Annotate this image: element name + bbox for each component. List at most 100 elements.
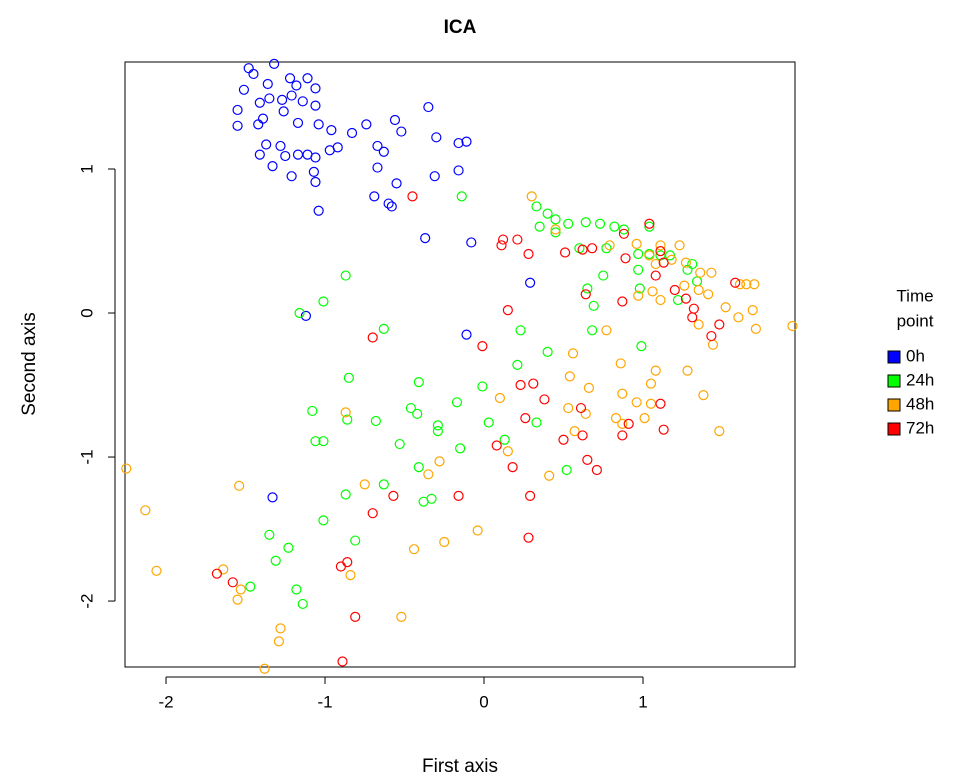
point [687,312,698,323]
point [121,463,132,474]
point [405,402,416,414]
point [439,536,450,548]
point [491,440,502,451]
point [270,555,281,566]
point [618,228,630,239]
point [563,402,574,414]
point [644,218,655,229]
point [367,332,378,343]
point [211,568,222,579]
point [253,119,264,130]
point [269,58,280,69]
point [617,418,628,430]
point [284,73,296,84]
y-tick-label: -1 [77,449,96,464]
point [332,142,343,153]
point [617,296,628,307]
point [378,323,389,334]
point [278,106,289,117]
point [631,238,642,249]
point [291,584,302,595]
point [567,348,579,359]
point [370,415,381,427]
point [544,470,555,481]
point [340,407,351,418]
point [598,270,609,281]
point [455,443,466,454]
legend-swatch [887,422,901,436]
point [664,250,676,261]
point [361,119,372,130]
point [550,227,561,238]
point [655,245,666,257]
point [587,325,598,336]
point [407,191,418,202]
point [587,243,598,254]
point [378,146,389,157]
point [749,279,760,290]
legend-label: 48h [906,394,934,413]
point [564,371,575,382]
point [741,279,752,290]
point [386,201,397,212]
point [698,390,709,401]
point [633,264,644,275]
point [453,137,464,149]
point [429,171,440,182]
point [418,496,429,507]
point [706,267,717,278]
point [318,436,329,447]
y-tick-label: -2 [77,593,96,608]
y-tick-label: 0 [77,308,96,317]
point [515,379,526,391]
point [644,221,655,232]
point [243,63,254,74]
point [310,176,321,188]
point [496,240,507,251]
point [286,90,297,101]
point [523,532,534,543]
point [310,100,321,111]
point [307,405,318,417]
point [234,480,245,491]
point [650,365,661,376]
point [396,126,407,137]
point [582,454,593,466]
point [412,408,423,419]
point [680,257,692,268]
point [730,277,741,288]
point [720,302,731,313]
chart-title: ICA [444,17,477,38]
point [502,305,513,316]
point [257,113,269,124]
point [232,120,243,131]
point [623,418,634,430]
point [647,286,658,297]
point [431,132,442,143]
point [342,557,353,568]
point [569,426,580,437]
point [542,346,553,357]
point [655,294,666,306]
point [531,201,542,212]
point [343,372,354,383]
point [283,542,294,553]
point [669,284,680,296]
point [345,570,356,581]
legend-label: 0h [906,346,925,365]
point [499,434,510,445]
point [326,125,337,136]
point [507,462,518,473]
point [461,329,472,340]
point [340,270,351,281]
point [389,114,401,126]
point [423,469,434,480]
point [688,303,699,314]
point [639,413,650,424]
point [232,594,243,605]
point [580,408,591,419]
point [525,490,536,502]
point [520,413,531,424]
x-tick-label: 0 [479,692,488,711]
point [733,312,744,323]
